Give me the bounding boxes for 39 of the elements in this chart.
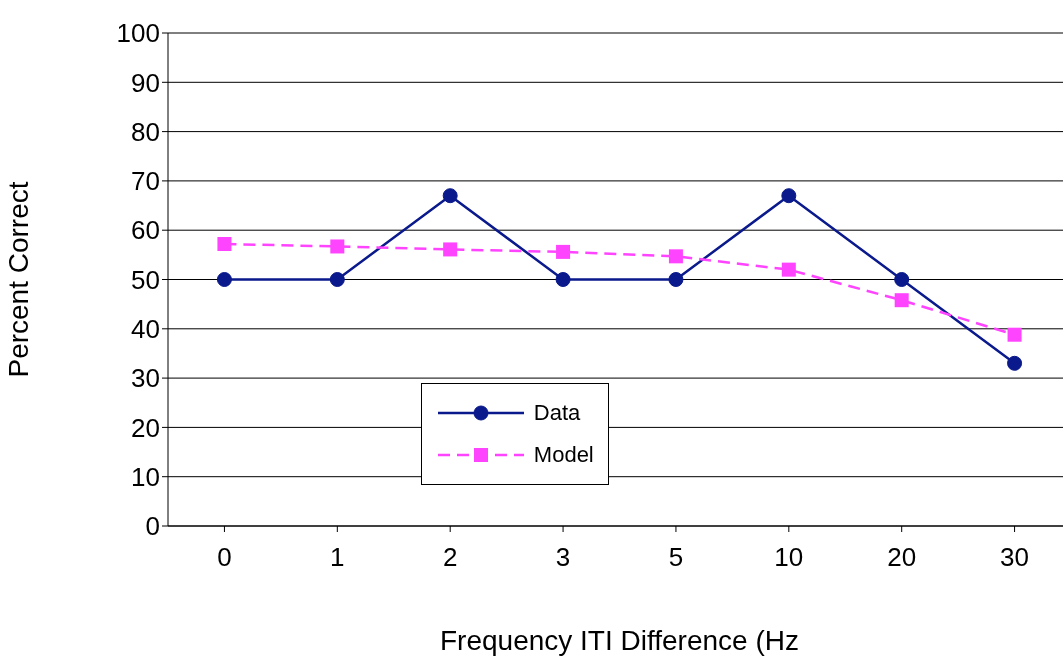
x-tick-label: 2	[442, 542, 458, 573]
y-axis-title: Percent Correct	[2, 181, 34, 378]
x-tick-label: 3	[555, 542, 571, 573]
point	[329, 272, 345, 287]
y-tick-label: 20	[131, 412, 160, 443]
x-tick-label: 20	[887, 542, 917, 573]
point	[781, 262, 796, 277]
point	[1007, 327, 1022, 342]
point	[781, 188, 797, 204]
x-tick-label: 0	[217, 542, 232, 573]
y-tick-label: 70	[131, 166, 160, 197]
y-tick-label: 80	[131, 116, 160, 147]
point	[216, 272, 232, 287]
x-axis-title: Frequency ITI Difference (Hz	[440, 625, 799, 656]
point	[555, 272, 571, 287]
y-tick-label: 30	[131, 363, 160, 394]
y-tick-label: 50	[131, 264, 160, 295]
legend-label: Data	[533, 400, 581, 427]
point	[668, 272, 684, 287]
point	[894, 272, 910, 287]
point	[1007, 355, 1023, 371]
point	[556, 244, 571, 259]
y-tick-label: 0	[145, 511, 160, 542]
point	[330, 239, 345, 254]
x-tick-label: 1	[330, 542, 345, 573]
y-tick-label: 10	[131, 461, 160, 492]
point	[442, 188, 458, 204]
point	[217, 237, 232, 251]
y-tick-label: 40	[131, 314, 160, 345]
x-tick-label: 10	[774, 542, 804, 573]
legend-label: Model	[533, 442, 594, 469]
x-tick-label: 30	[1000, 542, 1030, 573]
y-tick-label: 100	[116, 18, 160, 49]
point	[894, 293, 909, 308]
point	[668, 249, 683, 264]
y-tick-label: 90	[131, 67, 160, 98]
point	[443, 242, 458, 257]
y-tick-label: 60	[131, 215, 160, 246]
x-tick-label: 5	[668, 542, 684, 573]
